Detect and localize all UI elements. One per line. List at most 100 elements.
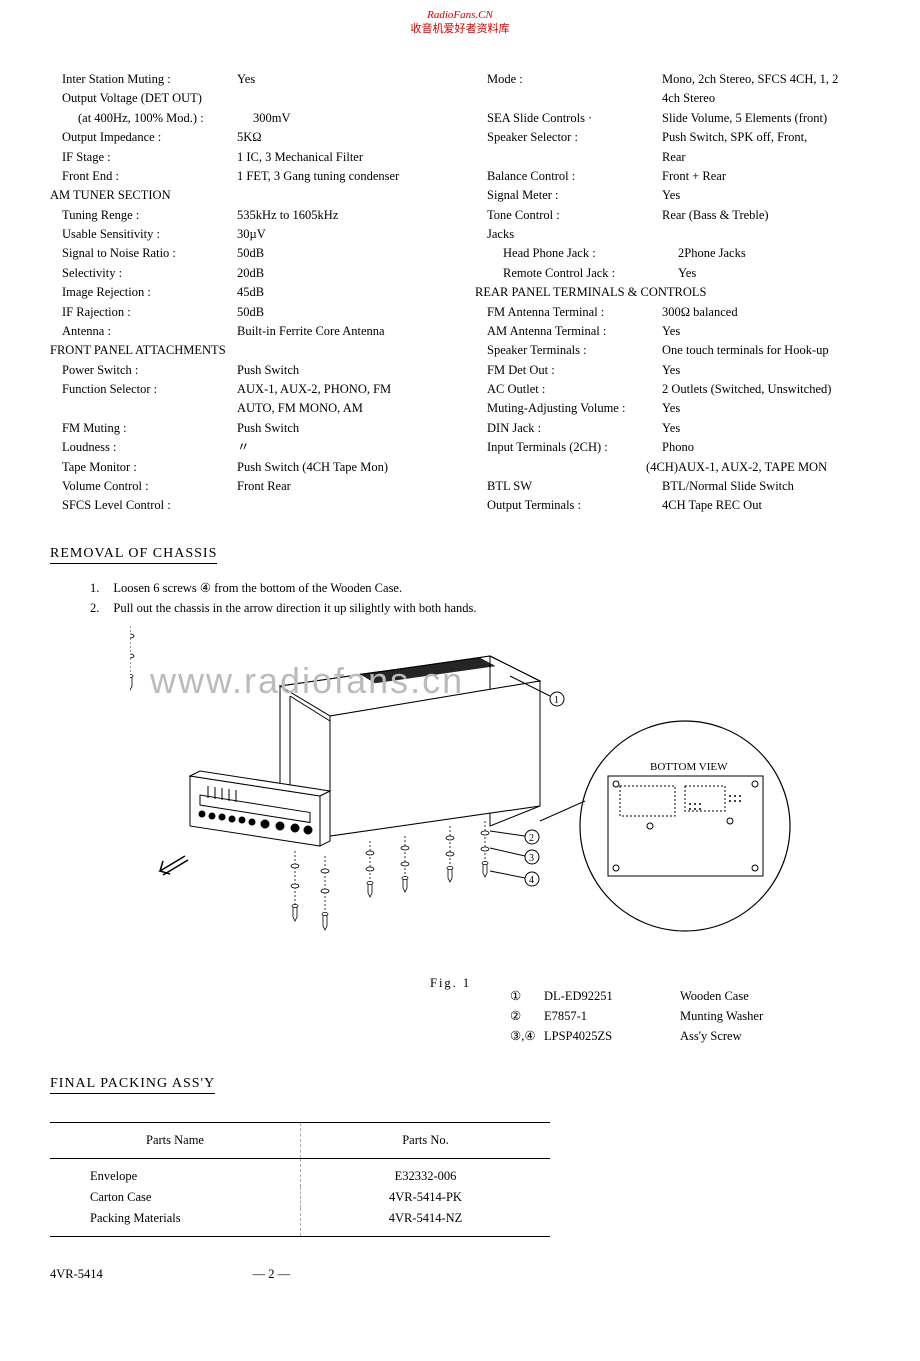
spec-value: 50dB — [237, 303, 445, 322]
spec-label: Loudness : — [50, 438, 237, 457]
step-text: Loosen 6 screws ④ from the bottom of the… — [113, 578, 402, 598]
spec-value: Yes — [662, 361, 870, 380]
spec-value: Front Rear — [237, 477, 445, 496]
spec-value: Push Switch — [237, 361, 445, 380]
spec-row: Rear — [475, 148, 870, 167]
spec-label: AM TUNER SECTION — [50, 186, 445, 205]
spec-row: Head Phone Jack :2Phone Jacks — [475, 244, 870, 263]
spec-label — [50, 399, 237, 418]
spec-row: Output Impedance :5KΩ — [50, 128, 445, 147]
spec-row: IF Rajection :50dB — [50, 303, 445, 322]
spec-row: Remote Control Jack :Yes — [475, 264, 870, 283]
spec-value: Rear — [662, 148, 870, 167]
step-number: 2. — [90, 598, 99, 618]
spec-label: SEA Slide Controls · — [475, 109, 662, 128]
spec-row: IF Stage :1 IC, 3 Mechanical Filter — [50, 148, 445, 167]
spec-row: Function Selector :AUX-1, AUX-2, PHONO, … — [50, 380, 445, 399]
chassis-diagram: 1 — [130, 626, 810, 976]
spec-row: Speaker Selector :Push Switch, SPK off, … — [475, 128, 870, 147]
spec-value: 30µV — [237, 225, 445, 244]
page-footer: 4VR-5414 — 2 — — [50, 1267, 870, 1282]
spec-row: Jacks — [475, 225, 870, 244]
spec-label: Front End : — [50, 167, 237, 186]
spec-label: Selectivity : — [50, 264, 237, 283]
col-header-name: Parts Name — [50, 1122, 301, 1158]
spec-value: 535kHz to 1605kHz — [237, 206, 445, 225]
spec-value: AUX-1, AUX-2, TAPE MON — [678, 458, 870, 477]
spec-label: Output Voltage (DET OUT) — [50, 89, 237, 108]
spec-row: (4CH)AUX-1, AUX-2, TAPE MON — [475, 458, 870, 477]
spec-row: Tuning Renge :535kHz to 1605kHz — [50, 206, 445, 225]
spec-value: Yes — [237, 70, 445, 89]
spec-label: IF Rajection : — [50, 303, 237, 322]
spec-value — [237, 496, 445, 515]
spec-label: Volume Control : — [50, 477, 237, 496]
spec-label: AM Antenna Terminal : — [475, 322, 662, 341]
spec-label: Power Switch : — [50, 361, 237, 380]
cell-name: Packing Materials — [50, 1208, 301, 1237]
spec-row: 4ch Stereo — [475, 89, 870, 108]
spec-value: 2 Outlets (Switched, Unswitched) — [662, 380, 870, 399]
spec-row: AM TUNER SECTION — [50, 186, 445, 205]
spec-row: Power Switch :Push Switch — [50, 361, 445, 380]
specifications-columns: Inter Station Muting :YesOutput Voltage … — [50, 70, 870, 516]
cell-name: Envelope — [50, 1158, 301, 1187]
spec-label: Antenna : — [50, 322, 237, 341]
cell-name: Carton Case — [50, 1187, 301, 1208]
spec-value: Front + Rear — [662, 167, 870, 186]
spec-label: Tape Monitor : — [50, 458, 237, 477]
packing-table: Parts Name Parts No. Envelope E32332-006… — [50, 1122, 550, 1237]
legend-num: ③,④ — [510, 1026, 528, 1046]
spec-value: Yes — [662, 419, 870, 438]
spec-label: BTL SW — [475, 477, 662, 496]
spec-row: Speaker Terminals :One touch terminals f… — [475, 341, 870, 360]
table-row: Packing Materials 4VR-5414-NZ — [50, 1208, 550, 1237]
spec-value: Push Switch (4CH Tape Mon) — [237, 458, 445, 477]
spec-value: AUX-1, AUX-2, PHONO, FM — [237, 380, 445, 399]
spec-value: 4ch Stereo — [662, 89, 870, 108]
spec-row: Usable Sensitivity :30µV — [50, 225, 445, 244]
svg-text:4: 4 — [529, 875, 534, 886]
spec-label — [475, 148, 662, 167]
table-row: Carton Case 4VR-5414-PK — [50, 1187, 550, 1208]
spec-value: 5KΩ — [237, 128, 445, 147]
spec-row: Volume Control :Front Rear — [50, 477, 445, 496]
packing-heading: FINAL PACKING ASS'Y — [50, 1076, 215, 1094]
spec-row: Muting-Adjusting Volume :Yes — [475, 399, 870, 418]
spec-label: (4CH) — [475, 458, 678, 477]
spec-label: FM Antenna Terminal : — [475, 303, 662, 322]
spec-row: SEA Slide Controls ·Slide Volume, 5 Elem… — [475, 109, 870, 128]
figure-1: 1 — [50, 626, 870, 1016]
spec-value: Push Switch — [237, 419, 445, 438]
spec-row: Mode :Mono, 2ch Stereo, SFCS 4CH, 1, 2 — [475, 70, 870, 89]
spec-row: FM Antenna Terminal :300Ω balanced — [475, 303, 870, 322]
legend-desc: Ass'y Screw — [680, 1026, 742, 1046]
spec-value: 1 IC, 3 Mechanical Filter — [237, 148, 445, 167]
spec-label: Speaker Selector : — [475, 128, 662, 147]
spec-label: Speaker Terminals : — [475, 341, 662, 360]
spec-label: Jacks — [475, 225, 662, 244]
removal-heading: REMOVAL OF CHASSIS — [50, 546, 217, 564]
spec-label: Usable Sensitivity : — [50, 225, 237, 244]
spec-label: Input Terminals (2CH) : — [475, 438, 662, 457]
spec-row: Front End :1 FET, 3 Gang tuning condense… — [50, 167, 445, 186]
page: RadioFans.CN 收音机爱好者资料库 Inter Station Mut… — [0, 0, 920, 1312]
spec-value: One touch terminals for Hook-up — [662, 341, 870, 360]
table-row: Envelope E32332-006 — [50, 1158, 550, 1187]
spec-row: AM Antenna Terminal :Yes — [475, 322, 870, 341]
spec-value: Yes — [678, 264, 870, 283]
spec-value: Yes — [662, 322, 870, 341]
removal-steps: 1. Loosen 6 screws ④ from the bottom of … — [50, 578, 870, 618]
spec-label: Tuning Renge : — [50, 206, 237, 225]
spec-value: Built-in Ferrite Core Antenna — [237, 322, 445, 341]
spec-row: Tape Monitor :Push Switch (4CH Tape Mon) — [50, 458, 445, 477]
spec-label: Output Impedance : — [50, 128, 237, 147]
spec-value: 300Ω balanced — [662, 303, 870, 322]
spec-label: DIN Jack : — [475, 419, 662, 438]
spec-value: 50dB — [237, 244, 445, 263]
spec-label: FM Det Out : — [475, 361, 662, 380]
spec-row: Tone Control :Rear (Bass & Treble) — [475, 206, 870, 225]
cell-no: 4VR-5414-NZ — [301, 1208, 551, 1237]
spec-label: FRONT PANEL ATTACHMENTS — [50, 341, 445, 360]
spec-label: Balance Control : — [475, 167, 662, 186]
